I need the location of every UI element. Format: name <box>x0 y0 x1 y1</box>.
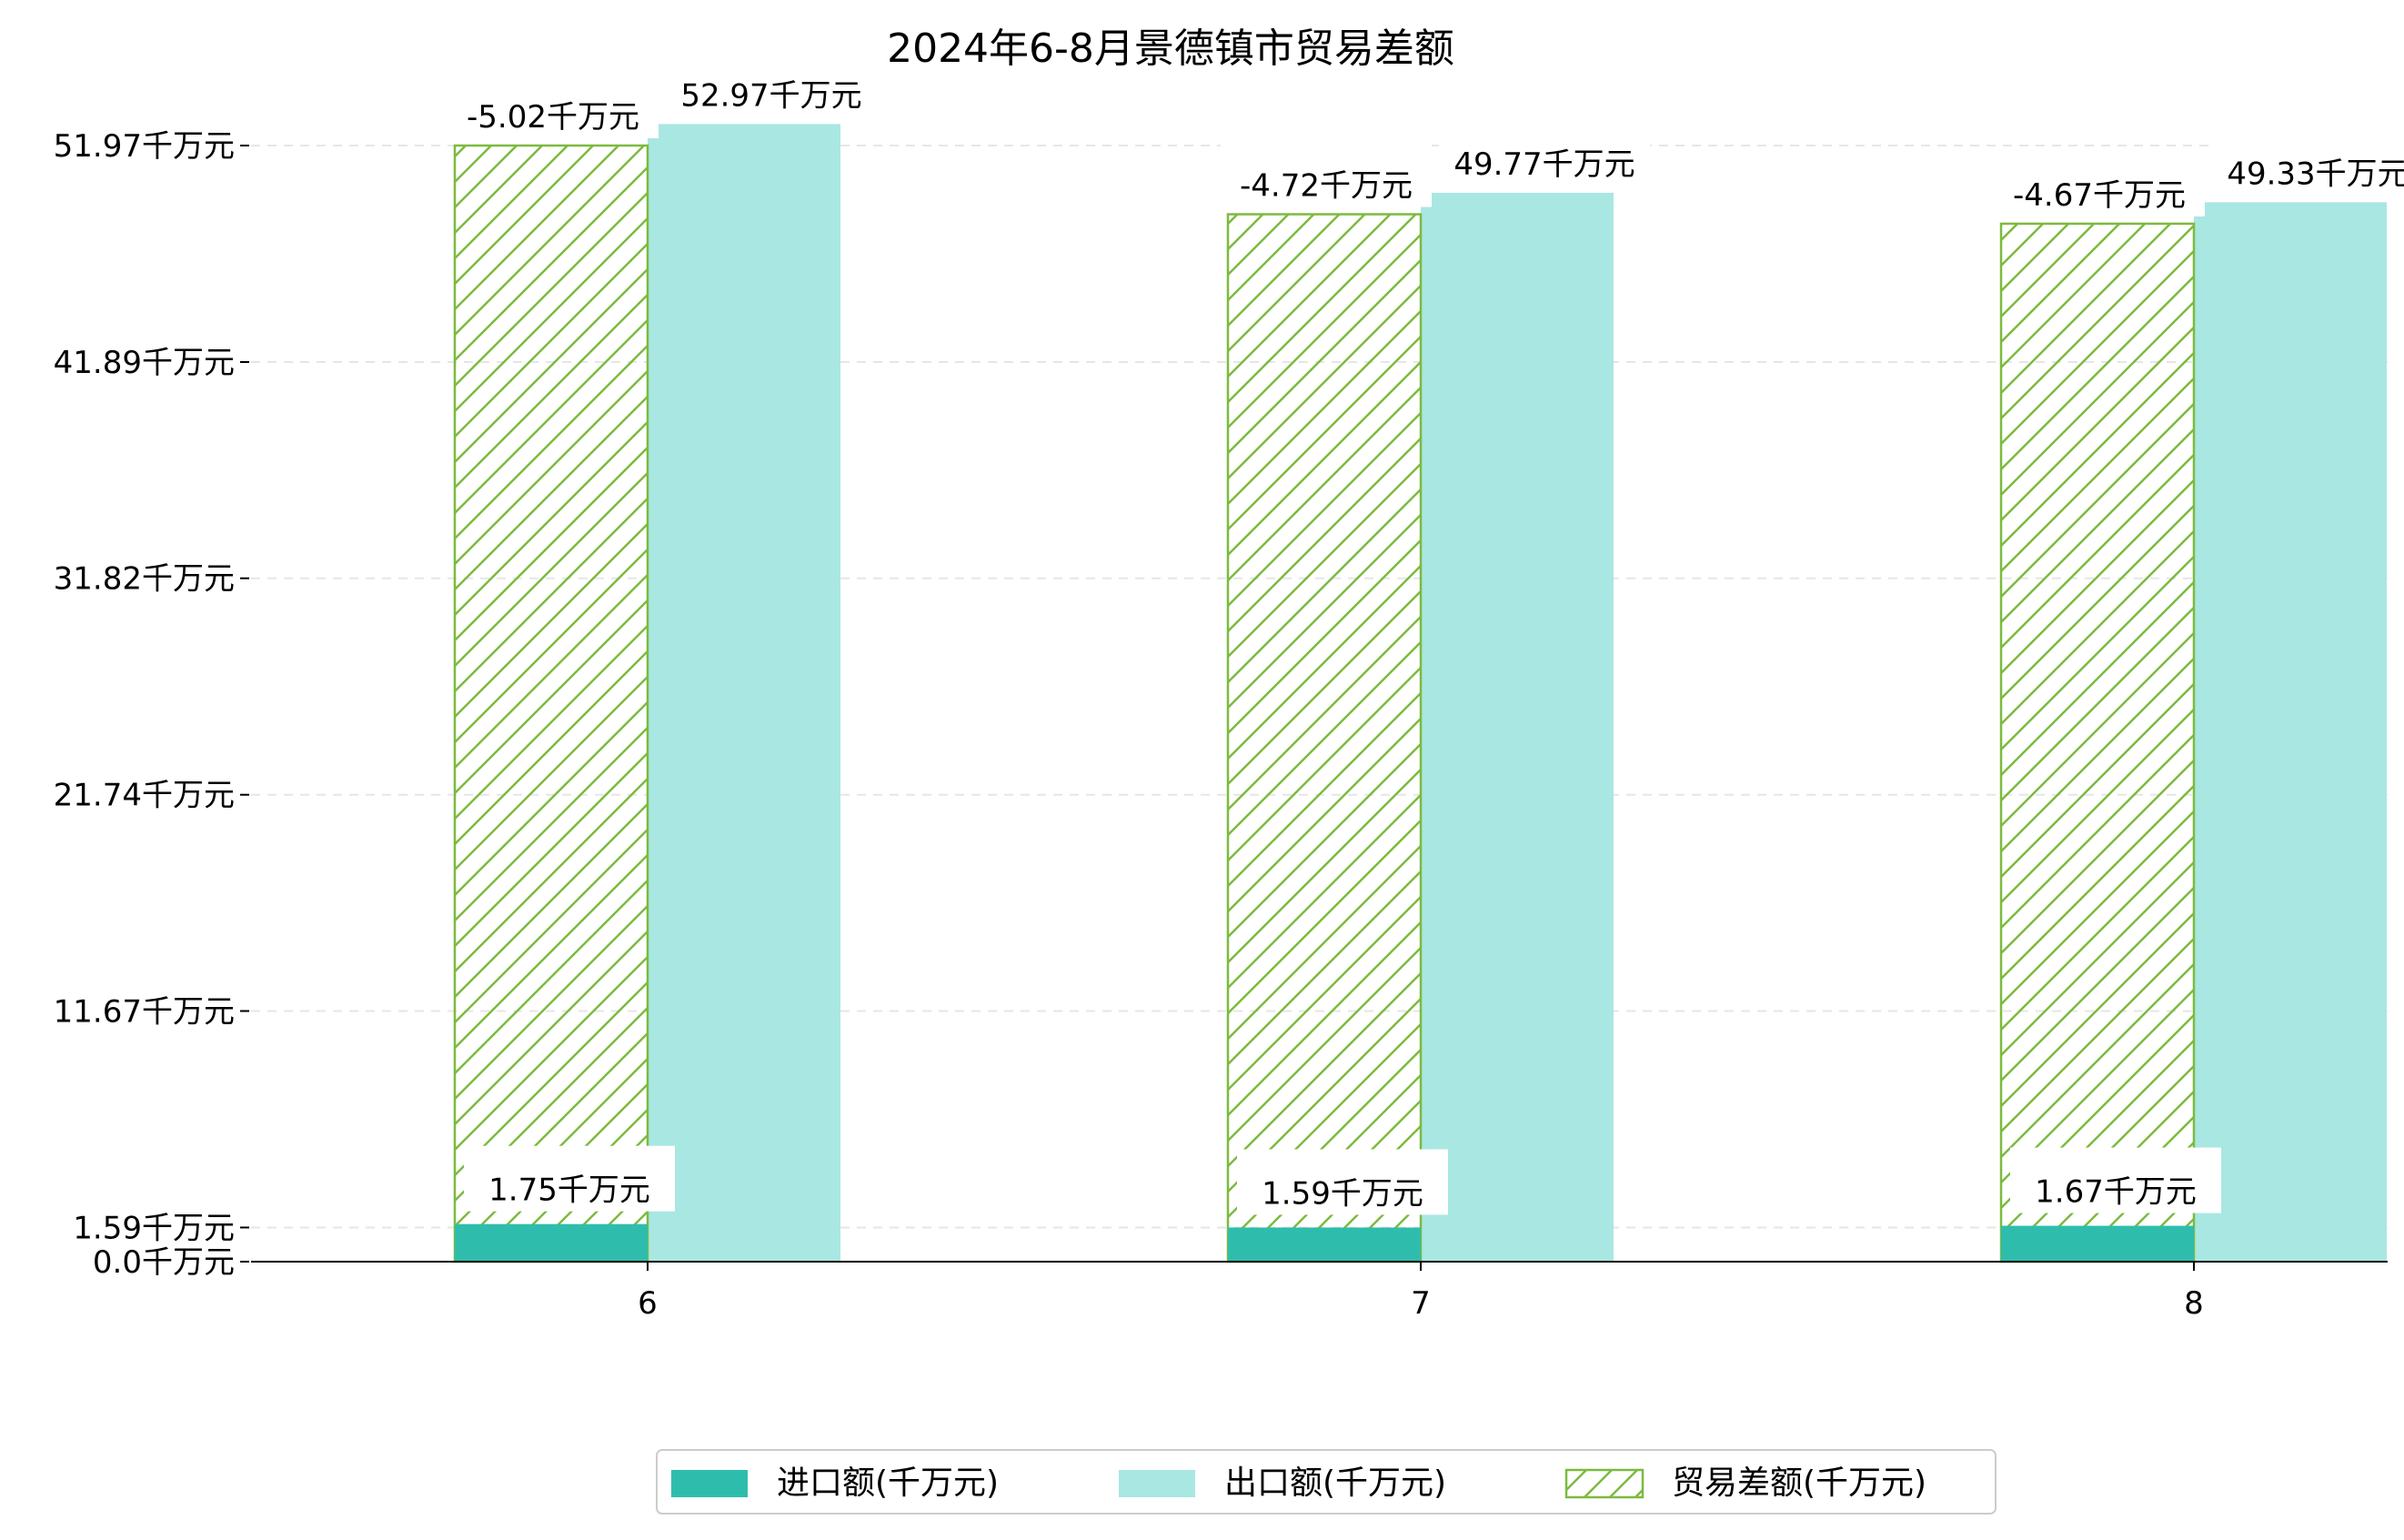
y-tick-label: 41.89千万元 <box>54 345 235 381</box>
legend-label: 出口额(千万元) <box>1224 1465 1446 1502</box>
balance-value-label: -5.02千万元 <box>467 99 639 136</box>
y-tick-label: 11.67千万元 <box>54 993 235 1030</box>
export-bar <box>1421 192 1614 1262</box>
legend-frame <box>656 1449 1997 1515</box>
balance-value-label-bg <box>1221 141 1432 207</box>
balance-value-label: -4.72千万元 <box>1240 168 1413 205</box>
import-value-label-bg <box>2010 1147 2221 1213</box>
legend: 进口额(千万元) 出口额(千万元) 贸易差额(千万元) <box>656 1449 1997 1515</box>
balance-bar <box>453 144 649 1263</box>
export-value-label: 49.33千万元 <box>2227 156 2404 192</box>
y-tick-label: 51.97千万元 <box>54 128 235 165</box>
legend-items: 进口额(千万元) 出口额(千万元) 贸易差额(千万元) <box>671 1465 1926 1502</box>
export-bar <box>2194 202 2387 1262</box>
data-labels: 52.97千万元 -5.02千万元 1.75千万元 49.77千万元 -4.72千万元 1… <box>448 51 2404 1215</box>
export-bar <box>648 124 840 1262</box>
balance-value-label-bg <box>448 73 659 138</box>
import-value-label: 1.59千万元 <box>1262 1175 1423 1212</box>
balance-value-label: -4.67千万元 <box>2013 177 2186 214</box>
import-value-label: 1.75千万元 <box>488 1173 650 1209</box>
y-tick-label: 1.59千万元 <box>73 1210 235 1246</box>
bars <box>453 124 2387 1263</box>
legend-swatch <box>671 1470 748 1497</box>
balance-bar <box>1999 222 2196 1263</box>
import-bar <box>455 1223 648 1262</box>
export-value-label-bg <box>2212 129 2404 196</box>
y-tick-label: 21.74千万元 <box>54 778 235 814</box>
export-value-label: 52.97千万元 <box>680 77 861 114</box>
x-tick-label: 7 <box>1411 1285 1431 1322</box>
import-value-label-bg <box>464 1145 675 1212</box>
import-bar <box>1228 1227 1421 1262</box>
y-tick-label: 31.82千万元 <box>54 561 235 598</box>
import-value-label-bg <box>1237 1149 1448 1215</box>
import-value-label: 1.67千万元 <box>2035 1174 2197 1211</box>
legend-swatch <box>1564 1468 1645 1499</box>
legend-label: 贸易差额(千万元) <box>1672 1465 1926 1502</box>
chart-title: 2024年6-8月景德镇市贸易差额 <box>887 25 1454 72</box>
import-bar <box>2001 1225 2194 1262</box>
legend-swatch <box>1119 1470 1195 1497</box>
x-tick-label: 6 <box>638 1285 658 1322</box>
export-value-label-bg <box>1439 119 1650 186</box>
x-axis: 6 7 8 <box>638 1262 2204 1322</box>
export-value-label: 49.77千万元 <box>1453 146 1635 183</box>
export-value-label-bg <box>666 51 877 117</box>
x-tick-label: 8 <box>2184 1285 2204 1322</box>
y-tick-label: 0.0千万元 <box>93 1244 235 1281</box>
balance-bar <box>1226 213 1423 1263</box>
balance-value-label-bg <box>1994 150 2205 216</box>
legend-label: 进口额(千万元) <box>777 1465 999 1502</box>
